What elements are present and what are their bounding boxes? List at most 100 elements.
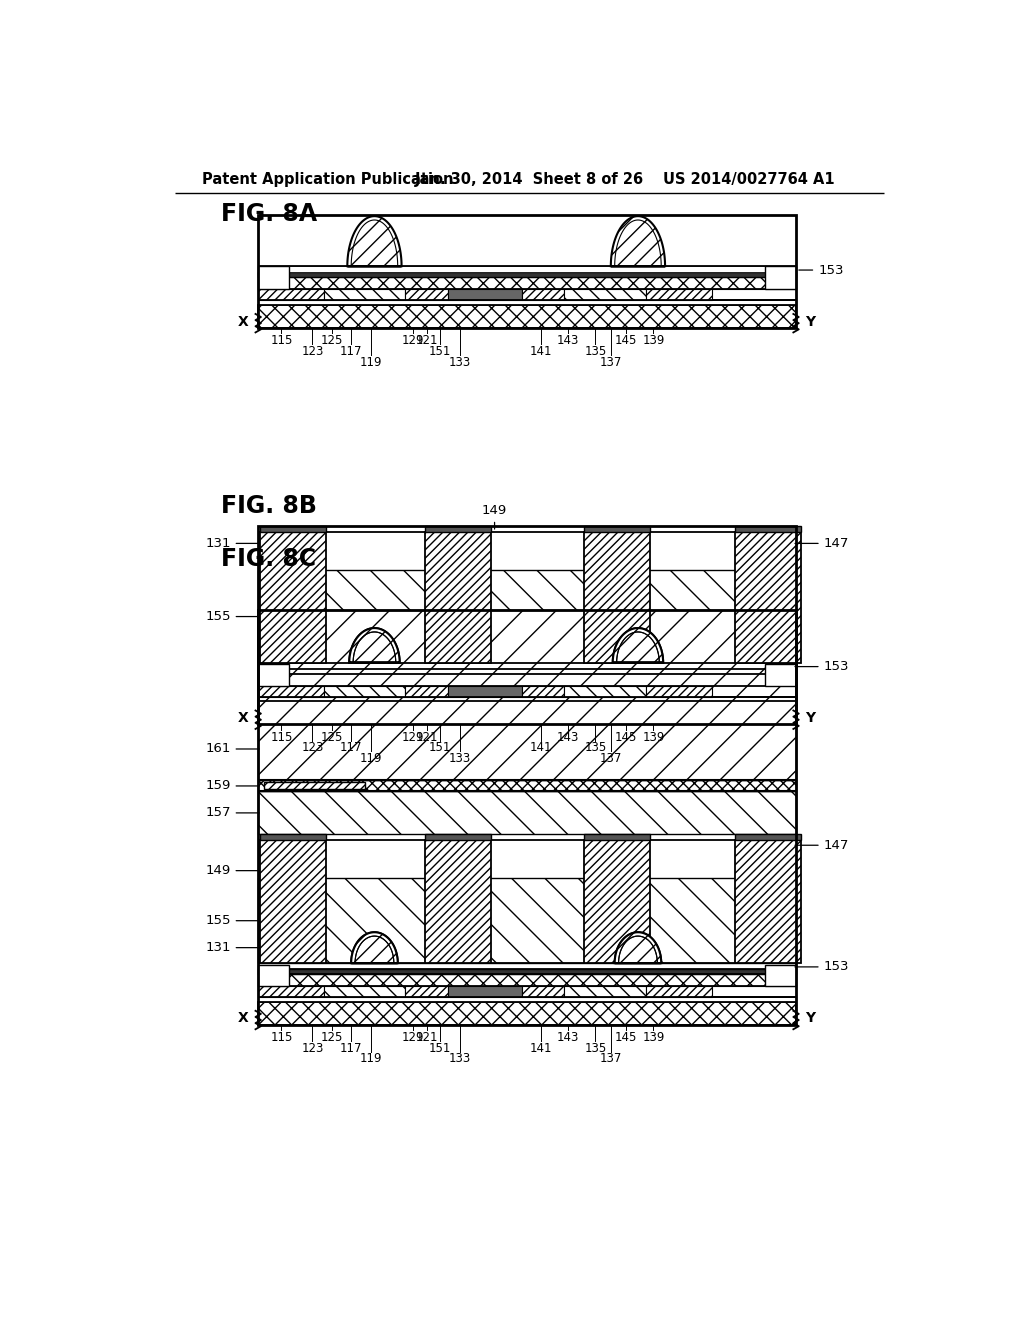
Text: 155: 155 bbox=[205, 915, 259, 927]
Text: Y: Y bbox=[805, 711, 815, 725]
Text: 151: 151 bbox=[429, 742, 452, 754]
Text: 135: 135 bbox=[585, 345, 606, 358]
Text: 135: 135 bbox=[585, 1041, 606, 1055]
Bar bbox=[258, 964, 796, 969]
Bar bbox=[258, 267, 289, 289]
Text: 143: 143 bbox=[557, 334, 580, 347]
Bar bbox=[258, 965, 289, 986]
Text: 143: 143 bbox=[557, 730, 580, 743]
Text: X: X bbox=[239, 314, 249, 329]
Bar bbox=[521, 686, 564, 697]
Bar bbox=[264, 781, 366, 789]
Bar bbox=[646, 986, 712, 997]
Text: 161: 161 bbox=[205, 742, 259, 755]
Text: 155: 155 bbox=[205, 610, 259, 623]
Text: 133: 133 bbox=[449, 355, 471, 368]
Text: X: X bbox=[239, 1011, 249, 1026]
Text: 141: 141 bbox=[529, 1041, 552, 1055]
Bar bbox=[584, 532, 649, 663]
Polygon shape bbox=[611, 216, 665, 267]
Bar bbox=[258, 610, 796, 780]
Bar bbox=[258, 610, 796, 1024]
Polygon shape bbox=[349, 628, 399, 663]
Bar bbox=[258, 986, 324, 997]
Text: 157: 157 bbox=[205, 807, 259, 820]
Text: X: X bbox=[239, 711, 249, 725]
Bar bbox=[735, 525, 801, 532]
Text: 123: 123 bbox=[301, 742, 324, 754]
Polygon shape bbox=[351, 932, 397, 964]
Text: 145: 145 bbox=[615, 334, 638, 347]
Bar bbox=[258, 305, 796, 327]
Text: 133: 133 bbox=[449, 1052, 471, 1065]
Bar bbox=[258, 780, 796, 792]
Bar bbox=[258, 697, 796, 701]
Text: Patent Application Publication: Patent Application Publication bbox=[202, 173, 454, 187]
Bar bbox=[258, 289, 324, 300]
Bar bbox=[584, 834, 649, 840]
Text: 143: 143 bbox=[557, 1031, 580, 1044]
Bar bbox=[258, 686, 324, 697]
Bar bbox=[324, 986, 406, 997]
Bar bbox=[425, 840, 490, 964]
Text: 121: 121 bbox=[416, 1031, 438, 1044]
Bar bbox=[449, 986, 521, 997]
Bar bbox=[425, 532, 490, 663]
Bar bbox=[406, 289, 449, 300]
Bar bbox=[260, 532, 326, 663]
Text: 129: 129 bbox=[402, 730, 425, 743]
Bar bbox=[258, 1002, 796, 1024]
Polygon shape bbox=[351, 932, 397, 964]
Bar bbox=[258, 792, 796, 834]
Bar bbox=[258, 701, 796, 725]
Text: 119: 119 bbox=[359, 752, 382, 766]
Bar bbox=[258, 997, 796, 1002]
Polygon shape bbox=[347, 216, 401, 267]
Bar bbox=[406, 686, 449, 697]
Text: 135: 135 bbox=[585, 742, 606, 754]
Text: 119: 119 bbox=[359, 355, 382, 368]
Bar bbox=[258, 215, 796, 327]
Bar bbox=[258, 300, 796, 305]
Text: Jan. 30, 2014  Sheet 8 of 26: Jan. 30, 2014 Sheet 8 of 26 bbox=[415, 173, 644, 187]
Text: 147: 147 bbox=[795, 838, 849, 851]
Text: 115: 115 bbox=[270, 334, 293, 347]
Bar bbox=[258, 878, 796, 964]
Text: 121: 121 bbox=[416, 730, 438, 743]
Text: 115: 115 bbox=[270, 730, 293, 743]
Bar bbox=[258, 664, 289, 686]
Bar bbox=[260, 840, 326, 964]
Text: 117: 117 bbox=[340, 1041, 362, 1055]
Bar bbox=[258, 525, 796, 725]
Text: 137: 137 bbox=[600, 1052, 622, 1065]
Text: 147: 147 bbox=[795, 537, 849, 550]
Text: 141: 141 bbox=[529, 742, 552, 754]
Bar bbox=[258, 277, 796, 289]
Bar bbox=[425, 525, 490, 532]
Text: US 2014/0027764 A1: US 2014/0027764 A1 bbox=[663, 173, 835, 187]
Text: 151: 151 bbox=[429, 1041, 452, 1055]
Polygon shape bbox=[614, 932, 662, 964]
Text: 151: 151 bbox=[429, 345, 452, 358]
Bar bbox=[324, 289, 406, 300]
Text: 115: 115 bbox=[270, 1031, 293, 1044]
Bar bbox=[765, 664, 796, 686]
Bar bbox=[406, 986, 449, 997]
Text: 119: 119 bbox=[359, 1052, 382, 1065]
Text: 125: 125 bbox=[321, 730, 343, 743]
Bar bbox=[584, 840, 649, 964]
Text: FIG. 8C: FIG. 8C bbox=[221, 546, 316, 570]
Bar bbox=[258, 969, 796, 974]
Polygon shape bbox=[612, 628, 664, 663]
Text: 159: 159 bbox=[205, 779, 259, 792]
Polygon shape bbox=[614, 932, 662, 964]
Bar bbox=[258, 267, 796, 272]
Text: 139: 139 bbox=[642, 730, 665, 743]
Text: FIG. 8A: FIG. 8A bbox=[221, 202, 317, 226]
Bar bbox=[449, 686, 521, 697]
Text: 139: 139 bbox=[642, 1031, 665, 1044]
Text: 121: 121 bbox=[416, 334, 438, 347]
Bar bbox=[564, 686, 646, 697]
Text: 153: 153 bbox=[795, 961, 849, 973]
Bar bbox=[258, 272, 796, 277]
